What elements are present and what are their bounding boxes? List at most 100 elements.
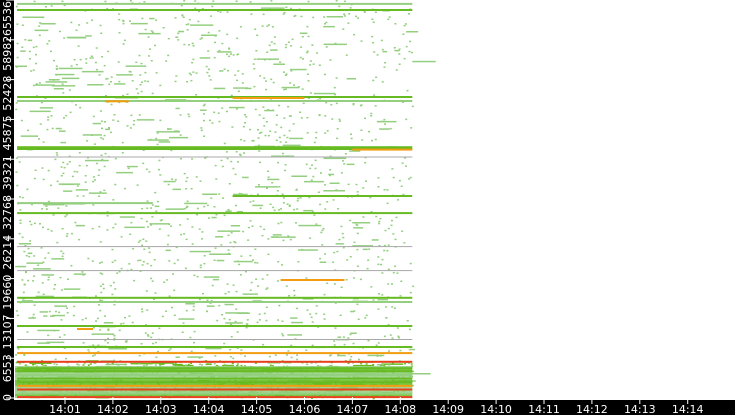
- scatter-point: [317, 191, 320, 193]
- scatter-point: [15, 265, 27, 268]
- scatter-point: [92, 344, 95, 346]
- scatter-point: [262, 343, 265, 346]
- scatter-point: [340, 286, 343, 288]
- scatter-point: [214, 247, 217, 249]
- scatter-point: [265, 88, 268, 91]
- scatter-point: [296, 354, 299, 356]
- scatter-point: [172, 365, 175, 367]
- scatter-point: [396, 272, 399, 274]
- scatter-point: [391, 337, 394, 339]
- scatter-point: [309, 313, 312, 315]
- scatter-point: [242, 125, 245, 128]
- scatter-point: [371, 18, 374, 20]
- scatter-point: [285, 6, 288, 8]
- scatter-point: [277, 222, 280, 225]
- scatter-point: [96, 317, 99, 320]
- scatter-point: [68, 161, 71, 163]
- scatter-point: [79, 58, 82, 61]
- scatter-point: [398, 336, 400, 339]
- scatter-point: [91, 260, 94, 262]
- scatter-point: [343, 0, 346, 3]
- x-tick-label: 14:11: [528, 403, 560, 415]
- scatter-point: [261, 7, 285, 9]
- scatter-point: [41, 282, 44, 284]
- scatter-point: [317, 326, 320, 328]
- scatter-point: [405, 45, 408, 48]
- scatter-point: [76, 363, 79, 365]
- scatter-point: [47, 252, 50, 254]
- scatter-point: [172, 273, 174, 275]
- scatter-point: [333, 283, 336, 285]
- scatter-point: [38, 25, 41, 27]
- scatter-point: [181, 14, 184, 17]
- scatter-point: [174, 80, 177, 83]
- scatter-point: [233, 87, 249, 89]
- scatter-point: [107, 50, 110, 53]
- scatter-point: [185, 188, 188, 190]
- scatter-point: [319, 203, 322, 206]
- scatter-point: [405, 165, 407, 167]
- scatter-point: [290, 70, 293, 72]
- scatter-point: [307, 0, 310, 3]
- scatter-point: [283, 117, 286, 119]
- scatter-point: [21, 300, 33, 302]
- scatter-point: [183, 208, 186, 210]
- scatter-point: [364, 11, 366, 13]
- scatter-point: [34, 29, 49, 32]
- scatter-point: [119, 323, 122, 325]
- scatter-point: [16, 314, 19, 317]
- scatter-point: [180, 4, 183, 7]
- scatter-point: [26, 262, 44, 264]
- x-tick-label: 14:05: [241, 403, 273, 415]
- scatter-point: [398, 179, 401, 182]
- scatter-point: [146, 80, 149, 83]
- scatter-point: [212, 0, 215, 2]
- scatter-point: [367, 354, 385, 357]
- scatter-point: [91, 134, 93, 136]
- scatter-point: [168, 260, 171, 262]
- scatter-point: [43, 203, 65, 206]
- scatter-point: [346, 78, 356, 80]
- scatter-point: [334, 302, 337, 304]
- scatter-point: [63, 4, 66, 7]
- scatter-point: [389, 127, 392, 130]
- scatter-point: [225, 322, 243, 324]
- scatter-point: [257, 137, 260, 139]
- scatter-point: [409, 176, 412, 179]
- scatter-point: [237, 211, 243, 213]
- scatter-point: [370, 286, 373, 288]
- scatter-point: [95, 68, 98, 71]
- scatter-point: [408, 178, 411, 180]
- scatter-point: [226, 33, 229, 36]
- scatter-point: [154, 341, 157, 344]
- scatter-point: [78, 152, 81, 154]
- scatter-point: [401, 230, 404, 232]
- scatter-point: [350, 133, 352, 135]
- x-tick-label: 14:13: [624, 403, 656, 415]
- scatter-point: [325, 101, 328, 104]
- scatter-point: [245, 87, 252, 90]
- scatter-point: [87, 364, 90, 366]
- scatter-point: [377, 308, 380, 310]
- scatter-point: [213, 206, 216, 208]
- scatter-point: [195, 176, 198, 178]
- scatter-point: [20, 119, 23, 122]
- scatter-point: [54, 358, 57, 361]
- scatter-point: [307, 97, 310, 99]
- scatter-point: [298, 249, 318, 251]
- scatter-point: [219, 11, 222, 13]
- scatter-point: [37, 264, 40, 266]
- scatter-point: [216, 51, 232, 53]
- scatter-point: [284, 46, 287, 49]
- scatter-point: [378, 220, 381, 223]
- scatter-point: [185, 238, 188, 241]
- scatter-point: [277, 261, 280, 263]
- flow-line: [17, 2, 413, 5]
- scatter-point: [118, 18, 121, 21]
- scatter-point: [323, 293, 326, 296]
- scatter-point: [175, 246, 178, 249]
- scatter-point: [58, 130, 66, 132]
- scatter-point: [156, 131, 180, 133]
- scatter-point: [209, 253, 232, 255]
- scatter-point: [394, 23, 397, 25]
